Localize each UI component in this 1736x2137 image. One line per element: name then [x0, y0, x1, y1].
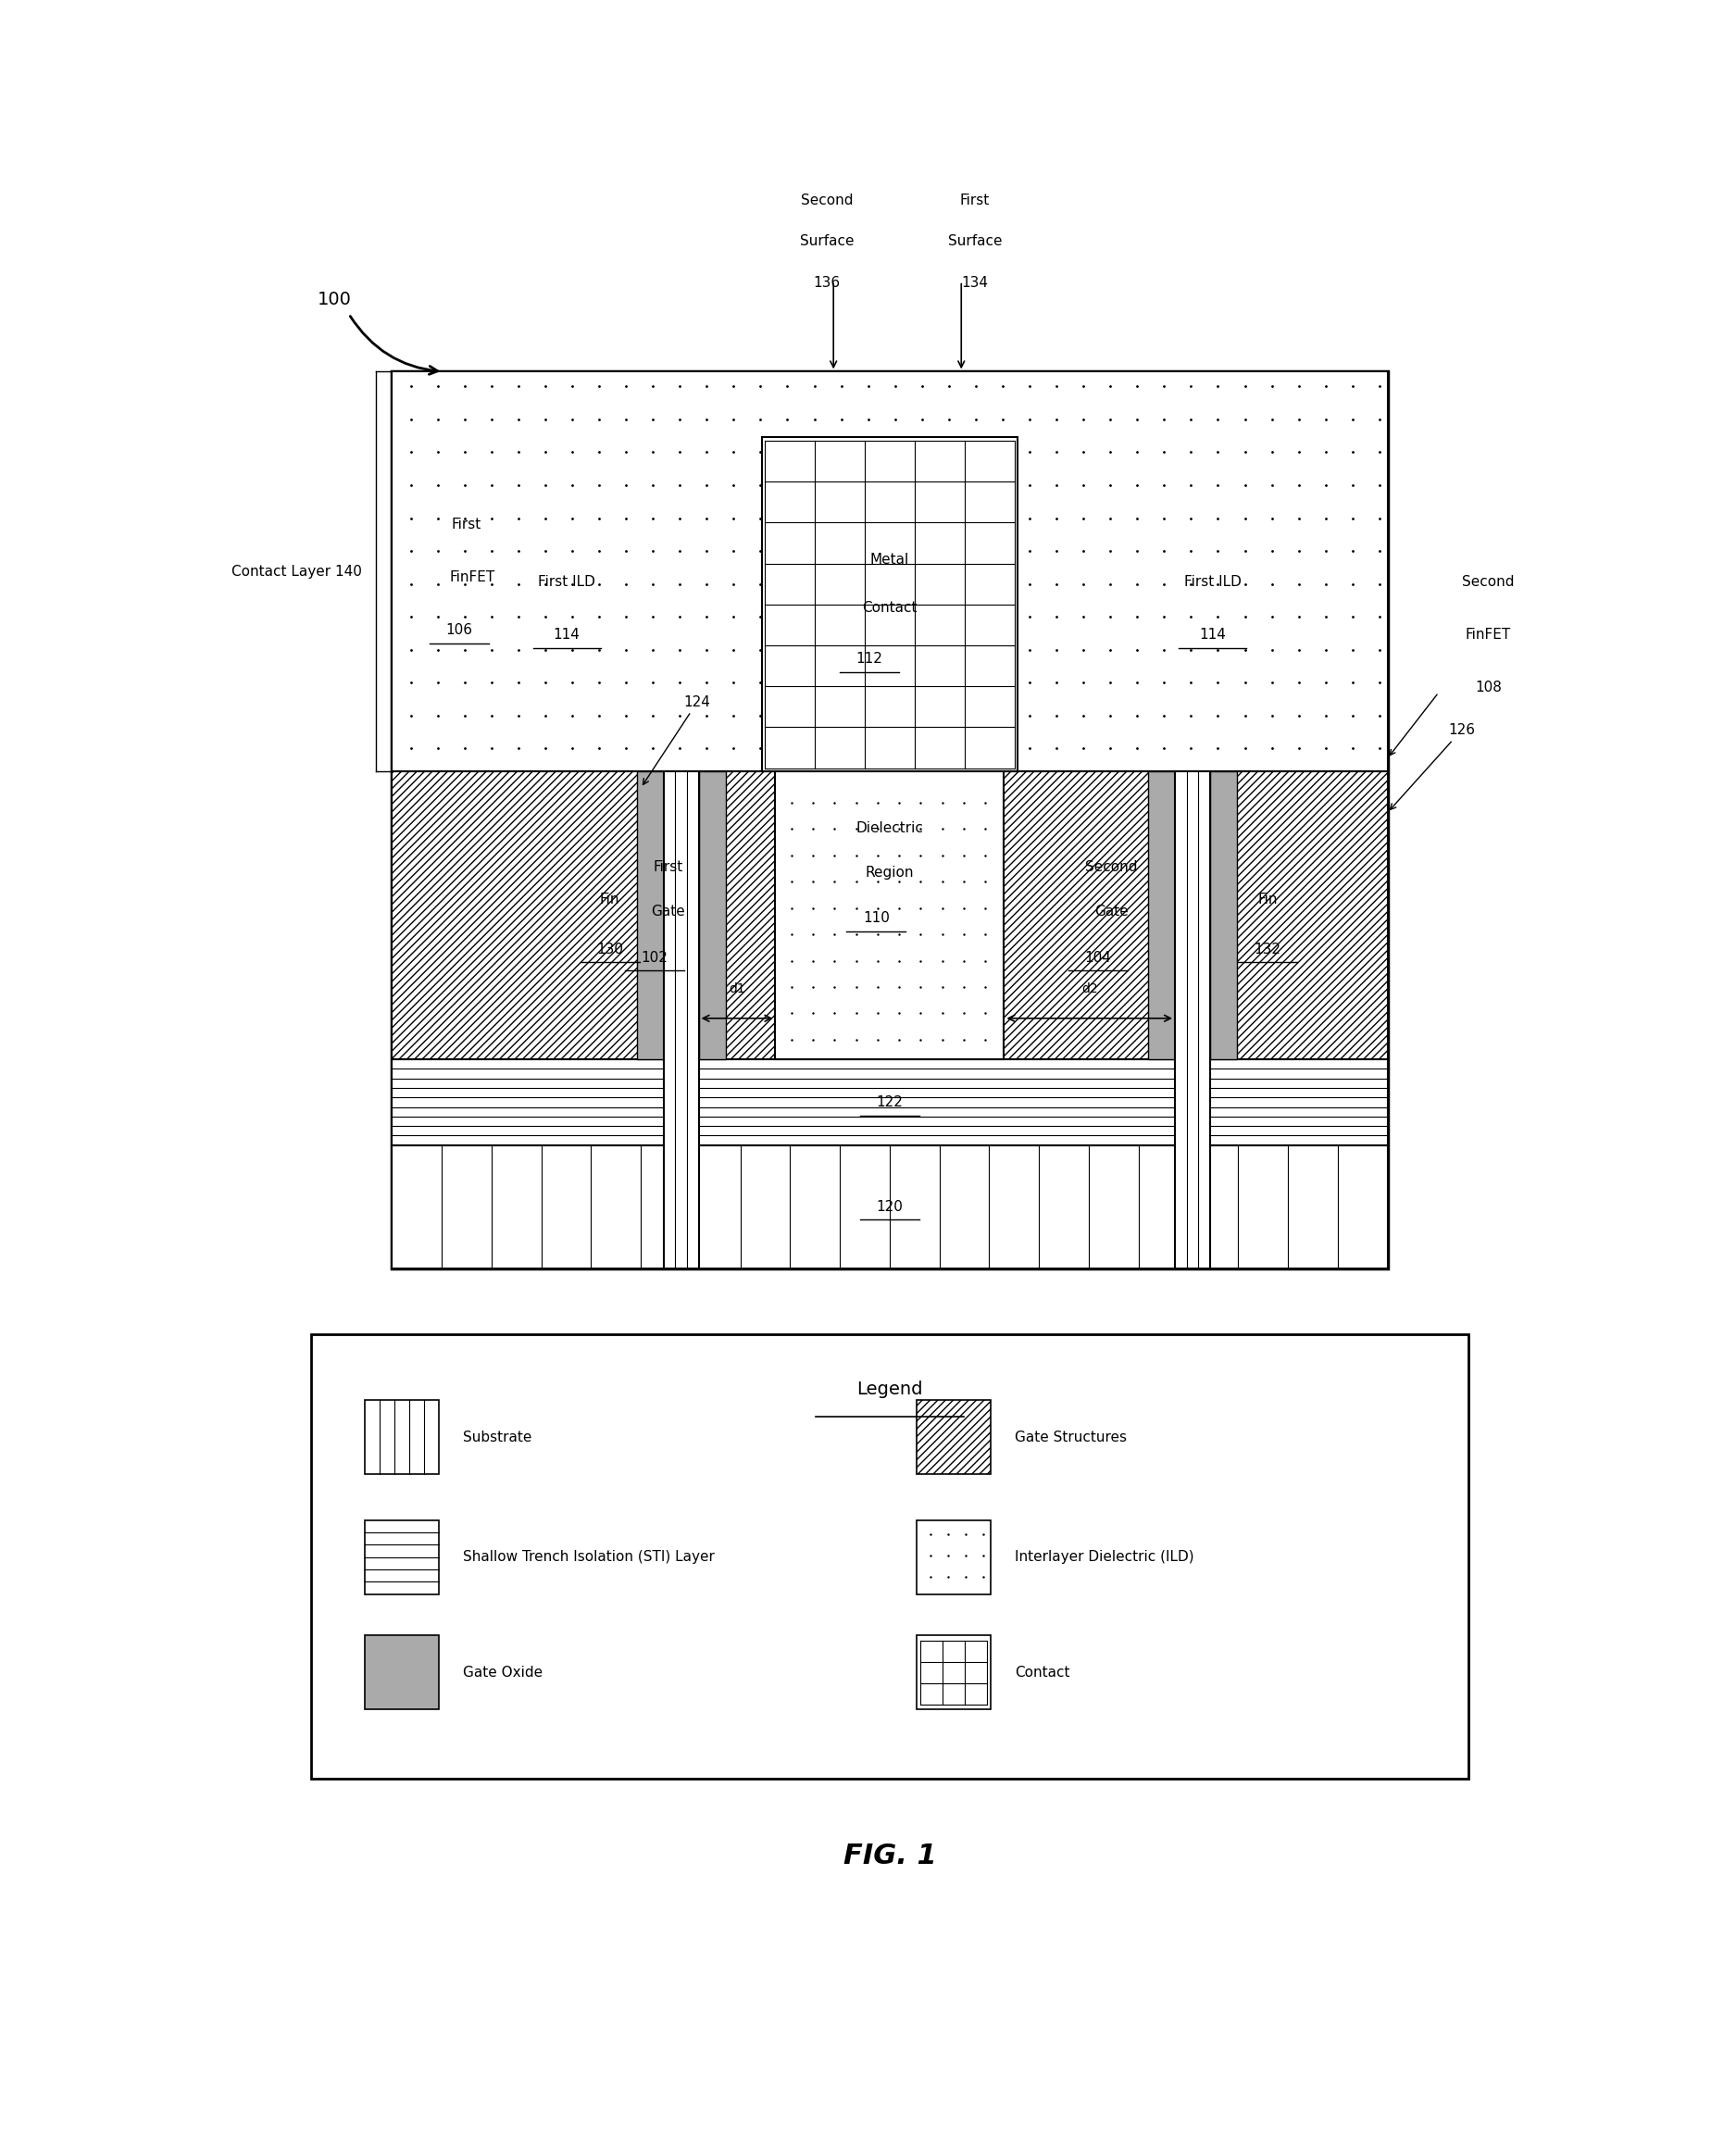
- Text: Shallow Trench Isolation (STI) Layer: Shallow Trench Isolation (STI) Layer: [464, 1549, 715, 1564]
- Text: Surface: Surface: [948, 235, 1002, 248]
- Text: Metal: Metal: [870, 553, 910, 566]
- Text: Surface: Surface: [800, 235, 854, 248]
- Text: 114: 114: [1200, 628, 1226, 641]
- Text: First: First: [653, 859, 682, 874]
- Bar: [917, 1635, 991, 1710]
- Text: 112: 112: [856, 652, 884, 667]
- Text: Fin: Fin: [1259, 893, 1278, 906]
- Bar: [392, 372, 1387, 1269]
- Bar: [392, 1060, 1387, 1145]
- Text: Contact: Contact: [1016, 1665, 1069, 1680]
- Bar: [1147, 771, 1175, 1060]
- Text: First ILD: First ILD: [1184, 575, 1241, 590]
- Bar: [365, 1400, 439, 1475]
- Text: 106: 106: [446, 624, 472, 637]
- Text: 130: 130: [597, 942, 623, 955]
- Text: 108: 108: [1476, 680, 1502, 695]
- Text: 102: 102: [641, 951, 668, 964]
- Text: 126: 126: [1391, 724, 1476, 810]
- Text: FIG. 1: FIG. 1: [844, 1842, 936, 1870]
- Text: Fin: Fin: [601, 893, 620, 906]
- Bar: [1175, 771, 1210, 1269]
- Text: FinFET: FinFET: [450, 571, 495, 583]
- Text: Second: Second: [800, 192, 852, 207]
- Text: Contact: Contact: [863, 600, 917, 615]
- Text: 122: 122: [877, 1096, 903, 1109]
- Text: First ILD: First ILD: [538, 575, 595, 590]
- Text: 136: 136: [812, 276, 840, 288]
- Bar: [392, 771, 1387, 1060]
- Bar: [365, 1519, 439, 1594]
- Text: 134: 134: [962, 276, 988, 288]
- Bar: [762, 438, 1017, 771]
- Text: Gate Oxide: Gate Oxide: [464, 1665, 543, 1680]
- Text: Second: Second: [1085, 859, 1137, 874]
- Text: Substrate: Substrate: [464, 1430, 531, 1445]
- Text: FinFET: FinFET: [1465, 628, 1512, 641]
- Text: Gate: Gate: [1095, 904, 1128, 919]
- Bar: [663, 771, 698, 1269]
- Text: First: First: [960, 192, 990, 207]
- Bar: [698, 771, 726, 1060]
- Text: Interlayer Dielectric (ILD): Interlayer Dielectric (ILD): [1016, 1549, 1194, 1564]
- Text: Second: Second: [1462, 575, 1514, 590]
- Bar: [917, 1519, 991, 1594]
- Text: 132: 132: [1255, 942, 1281, 955]
- Text: d2: d2: [1082, 983, 1097, 996]
- Text: 100: 100: [318, 291, 352, 308]
- Text: Legend: Legend: [856, 1381, 924, 1398]
- Text: Region: Region: [865, 865, 915, 878]
- Text: 124: 124: [642, 695, 710, 784]
- Text: 120: 120: [877, 1199, 903, 1214]
- Text: 114: 114: [554, 628, 580, 641]
- Text: 104: 104: [1085, 951, 1111, 964]
- Text: Dielectric: Dielectric: [856, 821, 924, 836]
- Text: Gate: Gate: [651, 904, 684, 919]
- Bar: [311, 1333, 1469, 1778]
- Text: First: First: [451, 517, 481, 532]
- Bar: [392, 1145, 1387, 1269]
- Bar: [917, 1400, 991, 1475]
- Text: d1: d1: [729, 983, 745, 996]
- Bar: [776, 771, 1003, 1060]
- Bar: [392, 372, 1387, 771]
- Bar: [1210, 771, 1236, 1060]
- Text: Gate Structures: Gate Structures: [1016, 1430, 1127, 1445]
- Text: Contact Layer 140: Contact Layer 140: [233, 564, 363, 579]
- Bar: [365, 1635, 439, 1710]
- Bar: [637, 771, 663, 1060]
- Text: 110: 110: [863, 910, 889, 925]
